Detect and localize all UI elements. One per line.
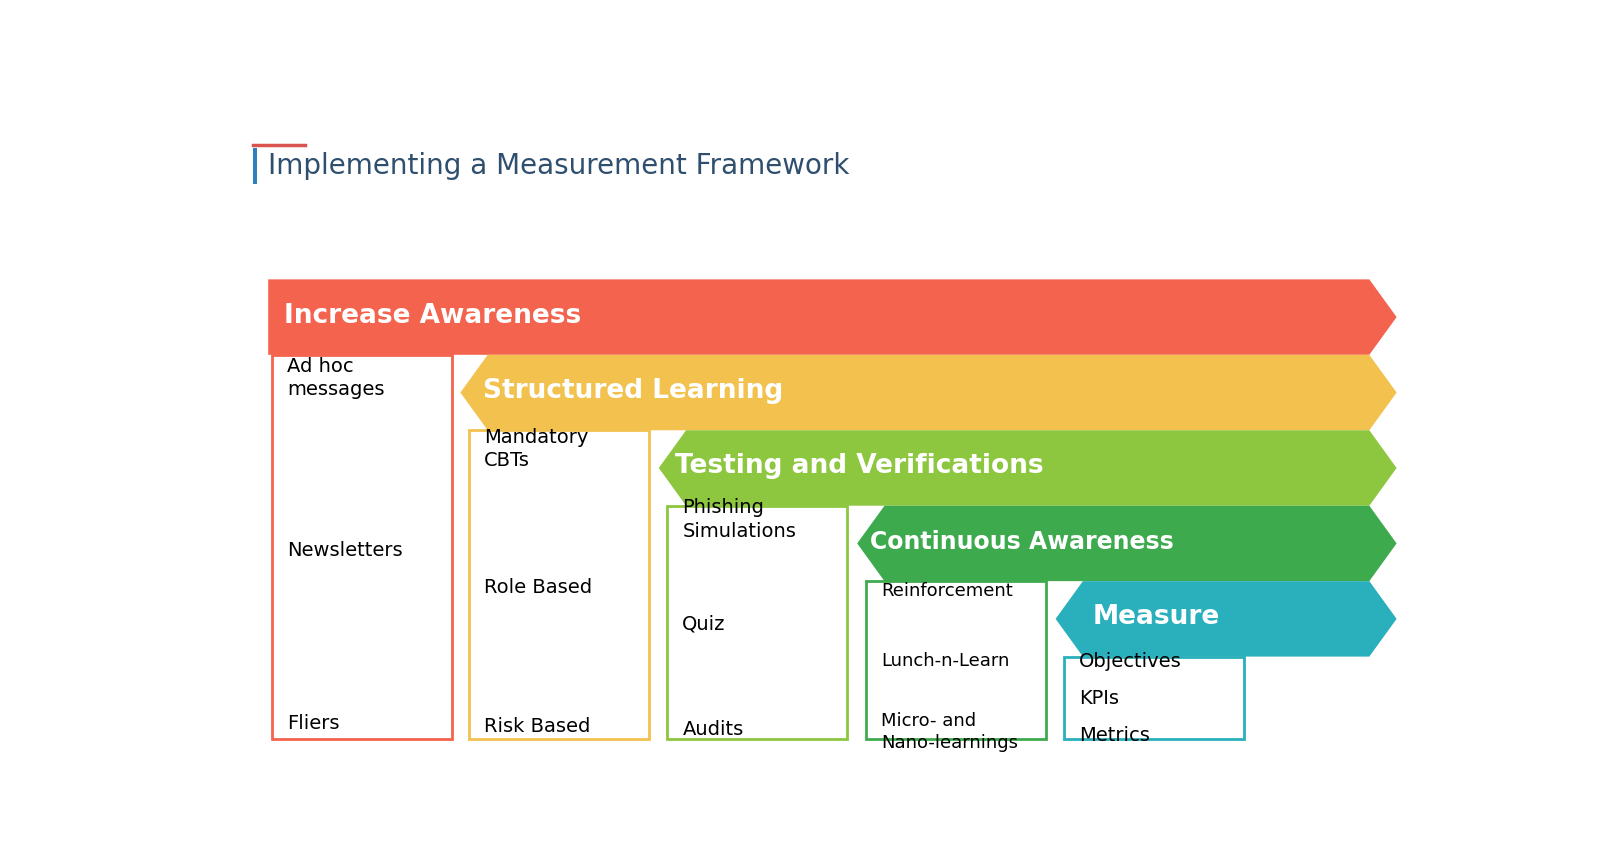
- Text: Objectives: Objectives: [1078, 652, 1182, 671]
- Text: Lunch-n-Learn: Lunch-n-Learn: [880, 653, 1010, 671]
- Polygon shape: [269, 279, 1397, 354]
- FancyBboxPatch shape: [866, 581, 1046, 739]
- Text: Newsletters: Newsletters: [286, 541, 403, 560]
- Text: Continuous Awareness: Continuous Awareness: [870, 530, 1173, 554]
- Polygon shape: [858, 506, 1397, 581]
- Text: Micro- and
Nano-learnings: Micro- and Nano-learnings: [880, 712, 1018, 752]
- Text: Mandatory
CBTs: Mandatory CBTs: [483, 428, 589, 470]
- Text: Quiz: Quiz: [682, 615, 726, 634]
- FancyBboxPatch shape: [469, 430, 650, 739]
- Text: Risk Based: Risk Based: [483, 717, 590, 736]
- Text: Fliers: Fliers: [286, 714, 339, 733]
- FancyBboxPatch shape: [667, 506, 848, 739]
- Text: KPIs: KPIs: [1078, 689, 1118, 708]
- Text: Audits: Audits: [682, 720, 744, 739]
- Polygon shape: [659, 430, 1397, 506]
- Text: Increase Awareness: Increase Awareness: [285, 302, 581, 329]
- Polygon shape: [1056, 581, 1397, 657]
- Text: Metrics: Metrics: [1078, 726, 1150, 745]
- Text: Testing and Verifications: Testing and Verifications: [675, 453, 1043, 480]
- Text: Reinforcement: Reinforcement: [880, 582, 1013, 600]
- FancyBboxPatch shape: [253, 148, 258, 184]
- FancyBboxPatch shape: [1064, 657, 1245, 739]
- Text: Phishing
Simulations: Phishing Simulations: [682, 498, 797, 541]
- FancyBboxPatch shape: [272, 354, 451, 739]
- Polygon shape: [461, 354, 1397, 430]
- Text: Implementing a Measurement Framework: Implementing a Measurement Framework: [269, 152, 850, 180]
- Text: Structured Learning: Structured Learning: [483, 378, 782, 404]
- Text: Role Based: Role Based: [483, 578, 592, 597]
- Text: Ad hoc
messages: Ad hoc messages: [286, 357, 384, 399]
- Text: Measure: Measure: [1093, 604, 1221, 630]
